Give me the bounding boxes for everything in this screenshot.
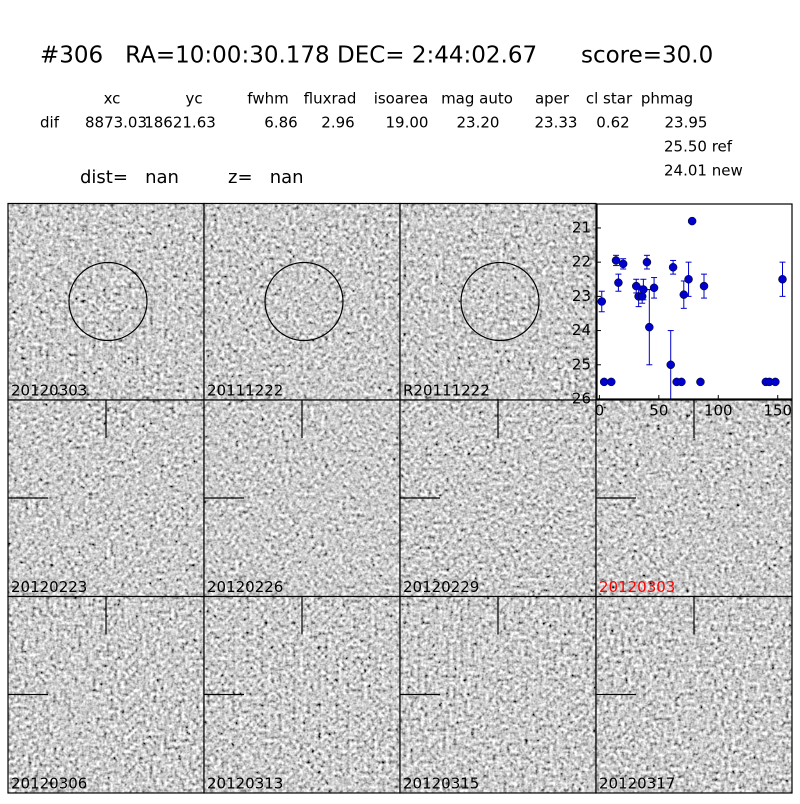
title: #306 RA=10:00:30.178 DEC= 2:44:02.67 sco… xyxy=(40,43,713,69)
row-value: 19.00 xyxy=(386,114,429,132)
point xyxy=(645,322,654,332)
column-header: yc xyxy=(185,90,202,108)
y-tick-label: 23 xyxy=(572,287,591,305)
point xyxy=(639,285,648,294)
stamp-label: 20120317 xyxy=(599,775,675,793)
point xyxy=(699,281,709,291)
point xyxy=(666,360,675,370)
column-header: cl star xyxy=(586,90,633,108)
stamp-label: 20120303 xyxy=(599,578,675,596)
row-value: 23.33 xyxy=(535,114,578,132)
aperture-circle xyxy=(264,261,344,342)
point xyxy=(618,259,628,269)
point xyxy=(679,290,689,299)
stamp-label: 20120303 xyxy=(11,382,87,400)
point xyxy=(597,297,607,306)
row-value: 8873.03 xyxy=(85,114,147,132)
y-tick-label: 21 xyxy=(572,218,591,236)
row-value: 2.96 xyxy=(321,114,354,132)
column-header: aper xyxy=(535,90,570,108)
point xyxy=(599,377,609,387)
point xyxy=(677,377,686,387)
x-tick-label: 150 xyxy=(763,402,792,420)
point xyxy=(687,216,697,226)
stamp-label: 20120223 xyxy=(11,578,87,596)
z: z= nan xyxy=(228,167,304,188)
column-header: isoarea xyxy=(374,90,429,108)
point xyxy=(684,275,693,284)
stamp-label: 20111222 xyxy=(207,382,283,400)
stamp-label: 20120313 xyxy=(207,775,283,793)
column-header: mag auto xyxy=(441,90,513,108)
column-header: fwhm xyxy=(247,90,288,108)
stamp-image xyxy=(400,203,596,400)
row-label: dif xyxy=(40,114,60,132)
column-header: xc xyxy=(104,90,121,108)
point xyxy=(696,377,705,387)
point xyxy=(649,283,659,293)
new: 24.01 new xyxy=(664,162,743,180)
stamp-label: R20111222 xyxy=(403,382,490,400)
plot-background xyxy=(597,204,792,399)
row-value: 18621.63 xyxy=(144,114,216,132)
stamp-label: 20120315 xyxy=(403,775,479,793)
row-value: 23.20 xyxy=(457,114,500,132)
point xyxy=(771,377,780,387)
plot-frame xyxy=(596,203,793,400)
row-value: 23.95 xyxy=(665,114,708,132)
dist: dist= nan xyxy=(80,167,179,188)
aperture-circle xyxy=(460,261,540,342)
stamp-label: 20120229 xyxy=(403,578,479,596)
point xyxy=(611,256,621,265)
stamp-image xyxy=(8,203,204,400)
point xyxy=(642,257,652,267)
point xyxy=(668,263,678,272)
aperture-circle xyxy=(68,261,148,342)
column-header: phmag xyxy=(641,90,693,108)
stamp-label: 20120306 xyxy=(11,775,87,793)
x-tick-label: 0 xyxy=(595,402,605,420)
stamp-label: 20120226 xyxy=(207,578,283,596)
point xyxy=(778,275,787,284)
x-tick-label: 100 xyxy=(704,402,733,420)
y-tick-label: 24 xyxy=(572,321,591,339)
y-tick-label: 22 xyxy=(572,253,591,271)
row-value: 6.86 xyxy=(264,114,297,132)
y-tick-label: 25 xyxy=(572,355,591,373)
ref: 25.50 ref xyxy=(664,138,733,156)
column-header: fluxrad xyxy=(304,90,357,108)
stamp-image xyxy=(204,203,400,400)
y-tick-label: 26 xyxy=(572,390,591,408)
x-tick-label: 50 xyxy=(649,402,668,420)
point xyxy=(614,278,623,287)
row-value: 0.62 xyxy=(596,114,629,132)
point xyxy=(607,377,616,387)
